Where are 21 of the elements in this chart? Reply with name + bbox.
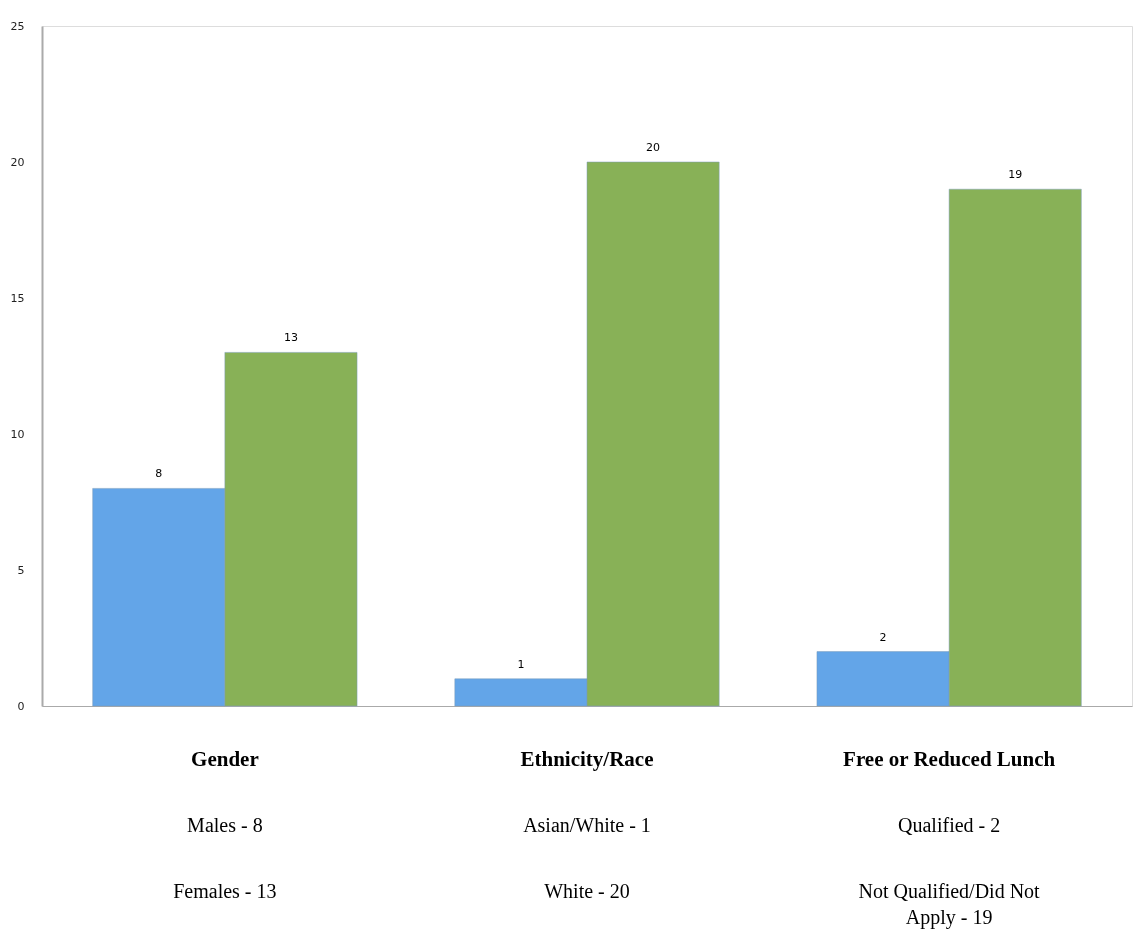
x-tick-label: Gender (191, 746, 259, 771)
y-tick-label: 10 (10, 427, 25, 441)
x-tick-label: Free or Reduced Lunch (843, 746, 1056, 771)
data-label: 2 (879, 630, 887, 644)
y-tick-label: 5 (17, 563, 25, 577)
text: Not Qualified/Did Not Apply - 19 (858, 880, 1041, 929)
y-tick-label: 15 (10, 291, 25, 305)
text: Females - 13 (173, 880, 277, 902)
text: White - 20 (544, 880, 630, 902)
text: Males - 8 (187, 814, 263, 836)
data-label: 1 (517, 657, 525, 671)
data-label: 19 (1008, 168, 1023, 182)
data-label: 13 (283, 331, 298, 345)
text: Qualified - 2 (898, 814, 1001, 836)
data-label: 8 (155, 467, 163, 481)
y-tick-label: 25 (10, 19, 25, 33)
x-tick-label: Ethnicity/Race (520, 746, 654, 771)
data-label: 20 (646, 141, 661, 154)
y-tick-label: 0 (17, 699, 25, 713)
y-tick-label: 20 (10, 155, 25, 169)
text: Asian/White - 1 (523, 814, 651, 836)
